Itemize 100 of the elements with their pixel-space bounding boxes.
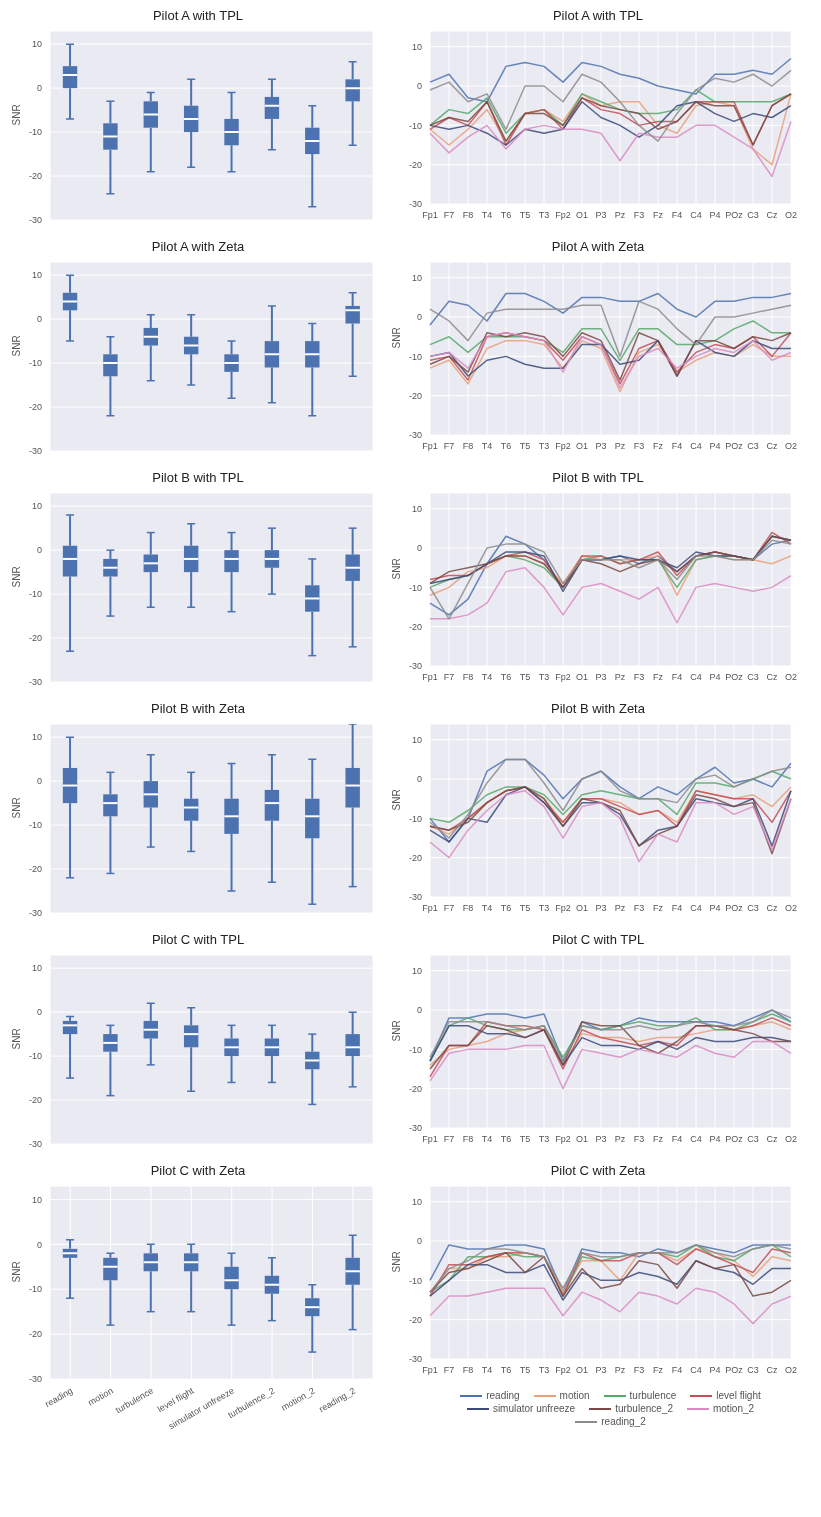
y-tick-label: -10: [408, 351, 422, 362]
chart-title: Pilot B with TPL: [151, 470, 245, 487]
x-tick-label: Fz: [653, 1365, 664, 1376]
x-tick-label: P3: [595, 903, 607, 914]
x-tick-label: T4: [481, 441, 493, 452]
y-tick-label: 10: [31, 501, 42, 512]
x-tick-label: P4: [709, 1134, 721, 1145]
x-tick-label: F4: [671, 1365, 683, 1376]
y-tick-label: -20: [408, 390, 422, 401]
chart-title: Pilot A with Zeta: [550, 239, 646, 256]
y-tick-label: 0: [416, 1236, 422, 1247]
y-tick-label: 10: [31, 39, 42, 50]
y-tick-label: -30: [408, 430, 422, 441]
x-tick-label: Fz: [653, 441, 664, 452]
x-tick-label: Pz: [614, 672, 626, 683]
y-tick-label: 10: [411, 965, 422, 976]
y-tick-label: -10: [28, 820, 42, 831]
x-tick-label: T3: [538, 1134, 550, 1145]
y-tick-label: -20: [28, 171, 42, 182]
y-tick-label: 0: [36, 314, 42, 325]
x-tick-label: F8: [462, 1134, 474, 1145]
x-tick-label: O2: [784, 441, 798, 452]
x-tick-label: F3: [633, 210, 645, 221]
y-tick-label: 0: [416, 543, 422, 554]
x-tick-label: F3: [633, 672, 645, 683]
x-tick-label: T3: [538, 441, 550, 452]
x-tick-label: C3: [747, 210, 759, 221]
x-tick-label: F4: [671, 672, 683, 683]
x-tick-label: P3: [595, 1365, 607, 1376]
x-tick-label: F3: [633, 903, 645, 914]
y-tick-label: 0: [416, 1005, 422, 1016]
x-tick-label: F8: [462, 903, 474, 914]
y-tick-label: 10: [31, 732, 42, 743]
y-tick-label: -20: [28, 1329, 42, 1340]
y-tick-label: -20: [28, 633, 42, 644]
x-tick-label: T5: [519, 1365, 531, 1376]
x-tick-label: F3: [633, 441, 645, 452]
y-axis-title: SNR: [10, 1028, 22, 1050]
y-tick-label: -20: [28, 864, 42, 875]
x-tick-label: C3: [747, 903, 759, 914]
chart-title: Pilot C with TPL: [550, 932, 646, 949]
x-tick-label: Cz: [766, 210, 778, 221]
x-tick-label: Fp2: [555, 1134, 571, 1145]
chart-title: Pilot C with TPL: [150, 932, 246, 949]
x-tick-label: C4: [690, 1134, 702, 1145]
y-axis-title: SNR: [10, 797, 22, 819]
x-tick-label: T4: [481, 210, 493, 221]
x-tick-label: O2: [784, 210, 798, 221]
x-tick-label: F3: [633, 1365, 645, 1376]
y-tick-label: -20: [408, 621, 422, 632]
x-tick-label: F8: [462, 210, 474, 221]
x-tick-label: T4: [481, 672, 493, 683]
x-tick-label: O1: [575, 672, 589, 683]
x-tick-label: P4: [709, 903, 721, 914]
x-tick-label: Cz: [766, 1134, 778, 1145]
x-tick-label: Fz: [653, 210, 664, 221]
x-tick-label: F7: [443, 903, 455, 914]
x-tick-label: T6: [500, 1134, 512, 1145]
x-tick-label: Fp1: [422, 441, 438, 452]
x-tick-label: O2: [784, 903, 798, 914]
x-tick-label: P3: [595, 441, 607, 452]
chart-title: Pilot B with Zeta: [550, 701, 646, 718]
x-tick-label: Pz: [614, 441, 626, 452]
y-axis-title: SNR: [390, 1251, 402, 1273]
x-tick-label: Fp2: [555, 903, 571, 914]
y-tick-label: -10: [408, 813, 422, 824]
y-tick-label: 0: [36, 1239, 42, 1250]
x-tick-label: C3: [747, 1365, 759, 1376]
y-tick-label: -10: [28, 358, 42, 369]
y-tick-label: -30: [28, 908, 42, 919]
x-tick-label: T5: [519, 672, 531, 683]
y-axis-title: SNR: [10, 566, 22, 588]
x-tick-label: T6: [500, 210, 512, 221]
x-tick-label: F4: [671, 441, 683, 452]
y-axis-title: SNR: [390, 558, 402, 580]
x-tick-label: O2: [784, 1134, 798, 1145]
x-tick-label: T4: [481, 903, 493, 914]
x-tick-label: Pz: [614, 1134, 626, 1145]
y-tick-label: 10: [31, 1194, 42, 1205]
chart-title: Pilot A with Zeta: [150, 239, 246, 256]
y-tick-label: 10: [411, 41, 422, 52]
y-tick-label: 10: [31, 963, 42, 974]
x-tick-label: F8: [462, 1365, 474, 1376]
x-tick-label: C4: [690, 903, 702, 914]
x-tick-label: Fp2: [555, 210, 571, 221]
x-tick-label: C4: [690, 441, 702, 452]
y-tick-label: -30: [28, 677, 42, 688]
y-tick-label: 0: [416, 312, 422, 323]
y-tick-label: 10: [411, 503, 422, 514]
y-tick-label: -20: [408, 1314, 422, 1325]
x-tick-label: P4: [709, 1365, 721, 1376]
x-tick-label: O2: [784, 1365, 798, 1376]
x-tick-label: POz: [725, 441, 744, 452]
x-tick-label: Fz: [653, 903, 664, 914]
y-axis-title: SNR: [390, 1020, 402, 1042]
y-tick-label: -10: [28, 589, 42, 600]
x-tick-label: Fp2: [555, 441, 571, 452]
x-tick-label: O1: [575, 441, 589, 452]
y-tick-label: -10: [408, 582, 422, 593]
x-tick-label: F7: [443, 1134, 455, 1145]
